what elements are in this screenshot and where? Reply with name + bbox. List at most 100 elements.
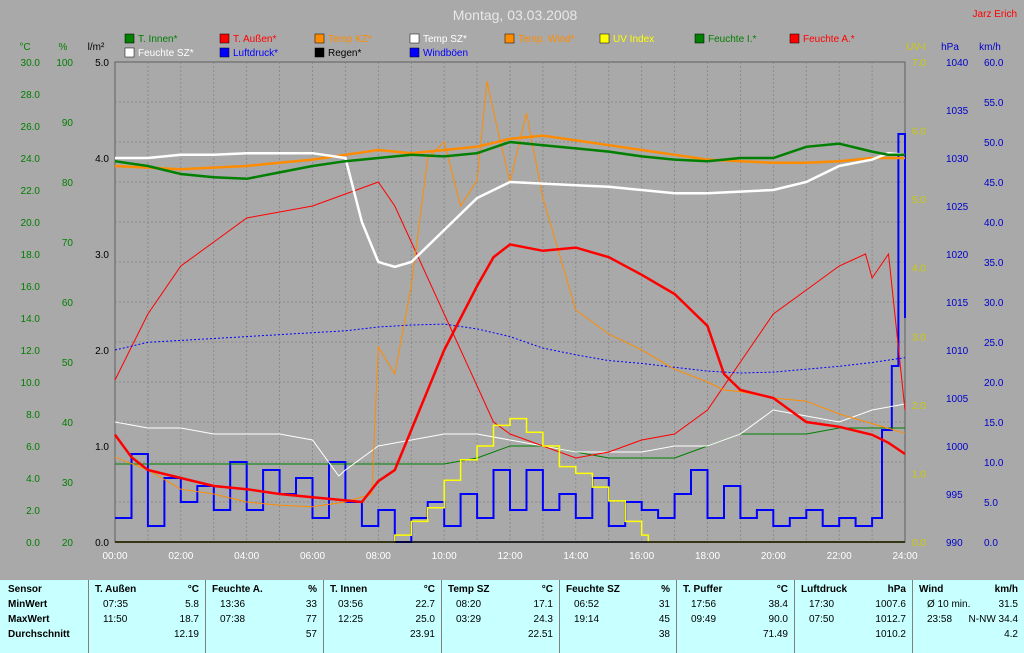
stats-min: 33 [305,599,317,610]
axis-unit: °C [19,42,30,53]
axis-tick: 60 [62,298,74,309]
stats-column: Temp SZ °C 08:20 17.1 03:29 24.3 22.51 [441,580,559,653]
stats-column: Wind km/h Ø 10 min. 31.5 23:58 N-NW 34.4 4.2 [912,580,1024,653]
legend-label: T. Außen* [233,34,276,45]
legend-swatch [504,33,515,44]
stats-sensor: T. Puffer [683,584,723,595]
series-line [115,427,905,465]
axis-tick: 16.0 [21,282,41,293]
axis-unit: % [59,42,68,53]
stats-max-time: 07:50 [809,614,835,625]
axis-tick: 25.0 [984,338,1004,349]
axis-tick: 5.0 [984,498,998,509]
stats-unit: km/h [994,584,1018,595]
axis-tick: 8.0 [26,410,40,421]
time-tick: 04:00 [234,551,259,562]
series-line [114,140,905,181]
stats-min-time: 03:56 [338,599,364,610]
stats-sensor: T. Innen [330,584,368,595]
series-line [115,417,905,543]
axis-tick: 4.0 [912,264,926,275]
axis-tick: 1005 [946,394,969,405]
axis-tick: 60.0 [984,58,1004,69]
series-line [114,134,905,171]
stats-max-time: 09:49 [691,614,717,625]
weather-chart: Montag, 03.03.2008 Jarz Erich T. Innen* T… [19,7,1017,562]
stats-avg: 23.91 [409,629,435,640]
row-label: Durchschnitt [8,629,70,640]
stats-min: 22.7 [415,599,435,610]
legend-label: T. Innen* [138,34,178,45]
axis-tick: 45.0 [984,178,1004,189]
axis-tick: 1000 [946,442,969,453]
stats-avg: 12.19 [173,629,199,640]
stats-unit: °C [776,584,788,595]
axis-tick: 4.0 [95,154,109,165]
stats-column: T. Innen °C 03:56 22.7 12:25 25.0 23.91 [323,580,441,653]
row-label: MinWert [8,599,48,610]
axis-tick: 50 [62,358,74,369]
series-line [115,133,906,543]
stats-column: Feuchte A.% 13:36 33 07:38 77 57 [205,580,323,653]
stats-sensor: T. Außen [95,584,137,595]
stats-max: 45 [658,614,670,625]
series-line [114,323,906,374]
stats-table: Sensor MinWert MaxWert Durchschnitt T. Außen… [0,580,1024,653]
stats-row-labels: Sensor MinWert MaxWert Durchschnitt [0,580,88,653]
axis-tick: 4.0 [26,474,40,485]
legend-label: Luftdruck* [233,48,278,59]
stats-min: 5.8 [185,599,199,610]
stats-avg: 1010.2 [875,629,906,640]
stats-sensor: Wind [919,584,944,595]
time-tick: 08:00 [366,551,391,562]
series-line [114,81,906,508]
time-tick: 24:00 [892,551,917,562]
row-label: Sensor [8,584,42,595]
stats-unit: hPa [887,584,906,595]
stats-min: 31.5 [998,599,1018,610]
axis-tick: 55.0 [984,98,1004,109]
legend-swatch [314,33,325,44]
axis-tick: 5.0 [95,58,109,69]
time-tick: 10:00 [432,551,457,562]
legend-swatch [599,33,610,44]
axis-tick: 18.0 [21,250,41,261]
stats-max-time: 07:38 [220,614,246,625]
axis-tick: 40 [62,418,74,429]
axis-tick: 50.0 [984,138,1004,149]
legend-swatch [694,33,705,44]
time-tick: 22:00 [827,551,852,562]
time-tick: 00:00 [102,551,127,562]
axis-tick: 22.0 [21,186,41,197]
time-tick: 16:00 [629,551,654,562]
stats-min-time: Ø 10 min. [927,599,971,610]
stats-max: 90.0 [768,614,788,625]
time-tick: 02:00 [168,551,193,562]
stats-max: N-NW 34.4 [968,614,1018,625]
legend-swatch [124,33,135,44]
axis-tick: 1030 [946,154,969,165]
time-tick: 14:00 [563,551,588,562]
stats-max: 25.0 [415,614,435,625]
stats-sensor: Feuchte SZ [566,584,620,595]
series-line [114,181,906,459]
axis-tick: 3.0 [95,250,109,261]
chart-title: Montag, 03.03.2008 [453,7,578,23]
row-label: MaxWert [8,614,50,625]
stats-unit: °C [423,584,435,595]
series-line [115,151,906,269]
axis-tick: 40.0 [984,218,1004,229]
stats-min-time: 07:35 [103,599,129,610]
axis-tick: 30.0 [21,58,41,69]
axis-tick: 1040 [946,58,969,69]
axis-tick: 1025 [946,202,969,213]
series-line [113,243,906,504]
axis-tick: 100 [56,58,73,69]
author-label: Jarz Erich [973,9,1017,20]
axis-tick: 24.0 [21,154,41,165]
axis-tick: 1015 [946,298,969,309]
axis-tick: 7.0 [912,58,926,69]
stats-min: 1007.6 [875,599,906,610]
stats-sensor: Temp SZ [448,584,490,595]
legend-swatch [789,33,800,44]
